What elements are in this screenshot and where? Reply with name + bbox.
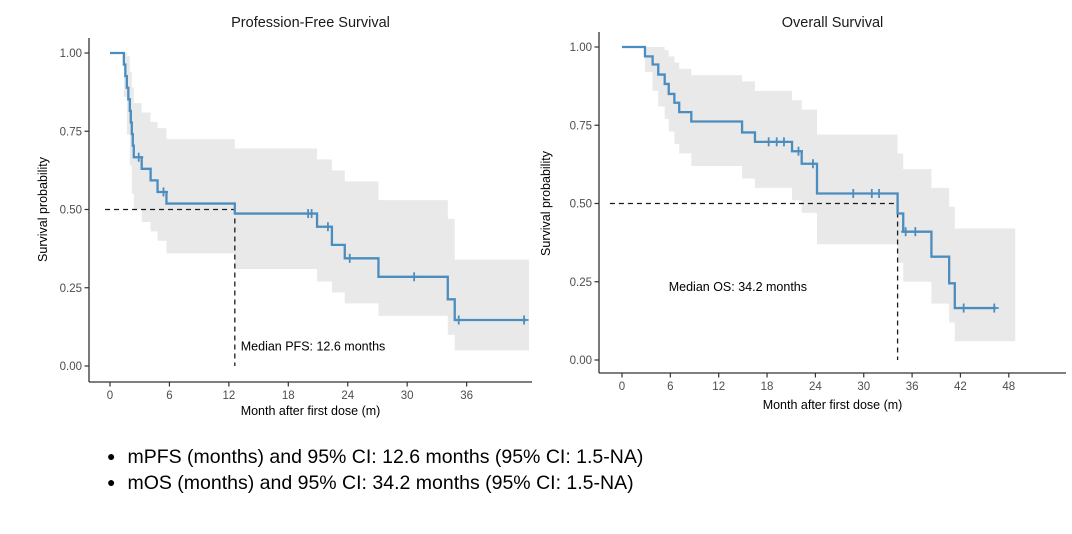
bullet-icon: ● (107, 448, 116, 464)
censor-mark (910, 227, 920, 237)
km-step-line (622, 45, 996, 310)
x-axis-label: Month after first dose (m) (241, 404, 381, 418)
y-axis-label: Survival probability (36, 156, 50, 262)
y-tick-label: 0.50 (570, 199, 592, 211)
censor-mark (779, 137, 789, 147)
summary-bullet-list: ● mPFS (months) and 95% CI: 12.6 months … (0, 444, 1072, 496)
censor-mark (134, 152, 144, 162)
pfs-survival-chart: 0 6 12 18 24 30 36 0.00 0.25 0.50 0.75 1.00 Professi… (0, 0, 536, 430)
censor-mark (808, 159, 818, 169)
y-axis-label: Survival probability (539, 150, 553, 256)
censor-mark (409, 272, 419, 282)
os-survival-chart: 0 6 12 18 24 30 36 42 48 0.00 0.25 0.50 0.75 1.00 Over… (536, 0, 1072, 430)
censor-mark (793, 146, 803, 156)
y-tick-label: 0.75 (570, 120, 592, 132)
censor-mark (959, 303, 969, 313)
censor-mark (764, 137, 774, 147)
bullet-mos: ● mOS (months) and 95% CI: 34.2 months (… (107, 470, 1072, 496)
median-annotation: Median PFS: 12.6 months (241, 339, 386, 353)
censor-mark (345, 253, 355, 263)
confidence-band (110, 53, 530, 351)
x-tick-label: 48 (1002, 381, 1015, 393)
x-tick-label: 36 (460, 390, 473, 402)
y-tick-label: 0.00 (60, 361, 82, 373)
x-tick-label: 12 (222, 390, 235, 402)
x-tick-label: 18 (282, 390, 295, 402)
chart-title: Overall Survival (782, 15, 884, 31)
x-tick-label: 12 (712, 381, 725, 393)
y-tick-label: 0.00 (570, 355, 592, 367)
x-tick-label: 6 (166, 390, 172, 402)
censor-mark (874, 188, 884, 198)
x-tick-label: 36 (906, 381, 919, 393)
bullet-mpfs: ● mPFS (months) and 95% CI: 12.6 months … (107, 444, 1072, 470)
x-tick-label: 24 (809, 381, 822, 393)
median-annotation: Median OS: 34.2 months (669, 280, 807, 294)
pfs-chart-canvas: 0 6 12 18 24 30 36 0.00 0.25 0.50 0.75 1.00 Professi… (36, 15, 532, 418)
chart-title: Profession-Free Survival (231, 15, 390, 31)
censor-mark (989, 303, 999, 313)
y-tick-label: 0.75 (60, 126, 82, 138)
mos-summary-text: mOS (months) and 95% CI: 34.2 months (95… (127, 472, 634, 494)
x-tick-label: 18 (761, 381, 774, 393)
os-chart-canvas: 0 6 12 18 24 30 36 42 48 0.00 0.25 0.50 0.75 1.00 Over… (539, 15, 1066, 412)
y-tick-label: 0.25 (570, 277, 592, 289)
x-tick-label: 0 (619, 381, 625, 393)
y-tick-label: 1.00 (60, 48, 82, 60)
x-axis-label: Month after first dose (m) (763, 398, 903, 412)
censor-mark (307, 209, 317, 219)
x-tick-label: 30 (857, 381, 870, 393)
x-tick-label: 0 (107, 390, 113, 402)
censor-mark (519, 315, 529, 325)
censor-mark (323, 222, 333, 232)
censor-mark (848, 188, 858, 198)
censor-mark (158, 187, 168, 197)
y-tick-label: 1.00 (570, 42, 592, 54)
x-tick-label: 42 (954, 381, 967, 393)
y-tick-label: 0.50 (60, 205, 82, 217)
survival-charts-row: 0 6 12 18 24 30 36 0.00 0.25 0.50 0.75 1.00 Professi… (0, 0, 1072, 430)
y-tick-label: 0.25 (60, 283, 82, 295)
mpfs-summary-text: mPFS (months) and 95% CI: 12.6 months (9… (127, 446, 644, 468)
censor-mark (454, 315, 464, 325)
x-tick-label: 24 (341, 390, 354, 402)
bullet-icon: ● (107, 474, 116, 490)
x-tick-label: 6 (667, 381, 673, 393)
x-tick-label: 30 (401, 390, 414, 402)
censor-mark (901, 227, 911, 237)
